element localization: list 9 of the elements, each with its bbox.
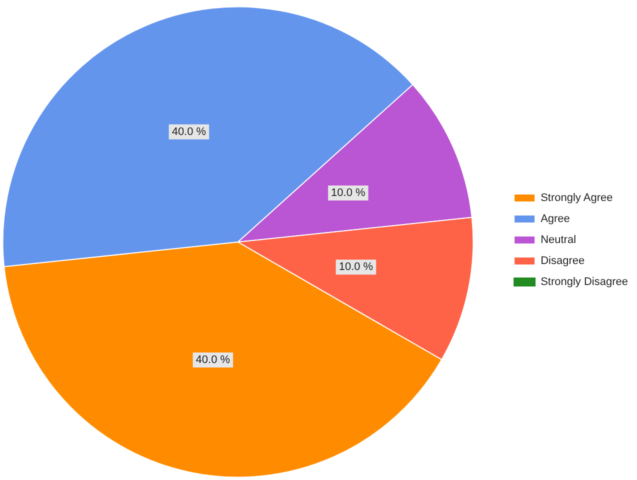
data-label: 10.0 % bbox=[338, 261, 374, 274]
legend-label: Strongly Disagree bbox=[540, 276, 628, 288]
legend-label: Neutral bbox=[540, 234, 576, 246]
data-label: 10.0 % bbox=[331, 186, 366, 199]
legend-label: Disagree bbox=[540, 255, 585, 267]
legend-label: Agree bbox=[540, 213, 570, 225]
data-label: 40.0 % bbox=[172, 126, 206, 138]
data-label: 40.0 % bbox=[196, 354, 230, 366]
legend-label: Strongly Agree bbox=[540, 192, 613, 204]
